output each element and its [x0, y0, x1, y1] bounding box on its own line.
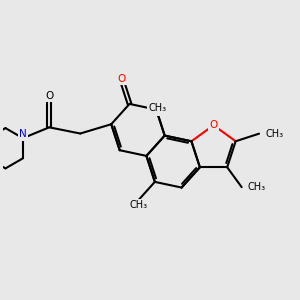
Text: CH₃: CH₃: [148, 103, 166, 112]
Text: O: O: [152, 105, 160, 115]
Text: CH₃: CH₃: [265, 129, 284, 139]
Text: O: O: [117, 74, 126, 84]
Text: CH₃: CH₃: [129, 200, 148, 210]
Text: O: O: [45, 91, 53, 101]
Text: N: N: [19, 130, 27, 140]
Text: CH₃: CH₃: [248, 182, 266, 192]
Text: O: O: [209, 120, 218, 130]
